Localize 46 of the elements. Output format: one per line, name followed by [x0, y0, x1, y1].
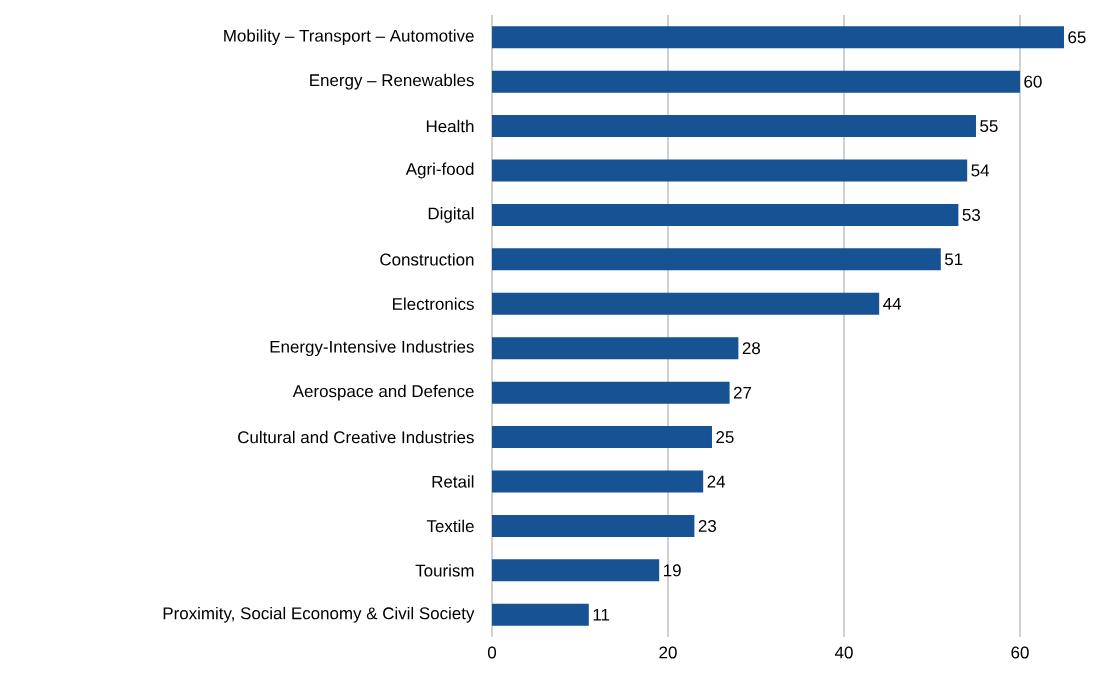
y-tick-label: Agri-food [405, 162, 474, 179]
bar [491, 115, 976, 138]
x-tick-label: 20 [659, 646, 677, 659]
bar [491, 470, 704, 493]
y-tick-label: Proximity, Social Economy & Civil Society [163, 606, 475, 623]
y-tick-label: Tourism [415, 564, 474, 577]
data-label: 60 [1024, 75, 1042, 88]
data-label: 65 [1068, 31, 1086, 44]
bar [491, 248, 941, 271]
data-label: 27 [733, 386, 752, 399]
data-label: 23 [698, 519, 716, 532]
y-tick-label: Energy – Renewables [310, 73, 474, 90]
bar [491, 381, 730, 404]
x-tick-label: 0 [487, 646, 497, 659]
y-tick-label: Health [426, 119, 474, 133]
y-tick-label: Aerospace and Defence [292, 384, 474, 401]
data-label: 55 [980, 120, 998, 132]
x-tick-label: 60 [1011, 646, 1029, 659]
bar [491, 426, 712, 449]
data-label: 51 [944, 253, 963, 266]
data-label: 53 [962, 208, 980, 221]
data-label: 54 [971, 164, 990, 177]
data-label: 44 [883, 297, 902, 310]
bar [491, 514, 695, 537]
data-label: 28 [742, 342, 761, 355]
bar [491, 559, 660, 582]
y-tick-label: Digital [428, 207, 474, 223]
data-label: 24 [707, 475, 726, 488]
bar [491, 603, 589, 626]
data-label: 11 [593, 608, 610, 621]
bar [491, 26, 1064, 49]
y-tick-label: Textile [426, 519, 474, 533]
y-tick-label: Cultural and Creative Industries [238, 430, 474, 444]
y-tick-label: Retail [432, 475, 474, 488]
bar [491, 70, 1020, 93]
data-label: 19 [664, 564, 681, 577]
y-tick-label: Energy-Intensive Industries [270, 340, 474, 357]
y-tick-label: Construction [380, 253, 474, 266]
bar [491, 203, 959, 226]
bar [491, 159, 968, 182]
bar [491, 337, 739, 360]
data-label: 25 [716, 431, 734, 444]
x-tick-label: 40 [834, 646, 853, 659]
y-tick-label: Electronics [393, 297, 474, 310]
bar [491, 292, 880, 315]
y-tick-label: Mobility – Transport – Automotive [224, 29, 474, 46]
